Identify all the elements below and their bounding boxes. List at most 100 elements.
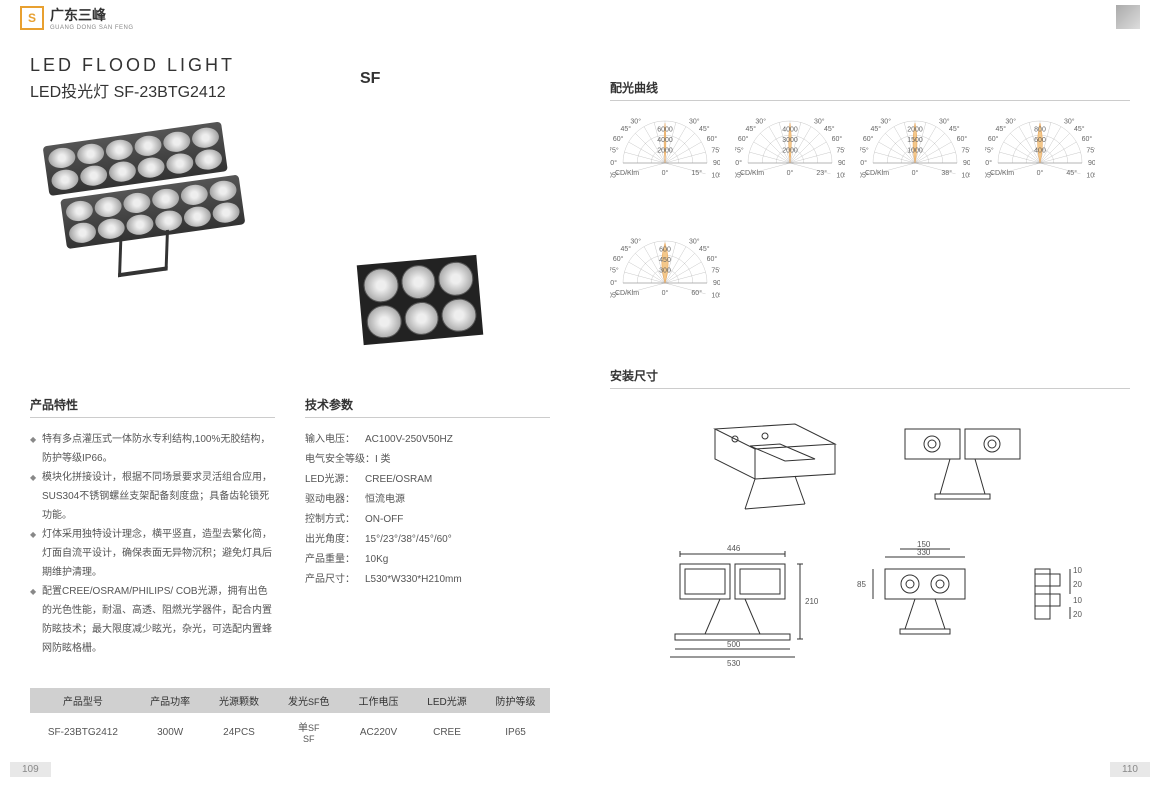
page-number-right: 110	[1110, 762, 1150, 777]
svg-text:600: 600	[659, 247, 671, 254]
svg-text:0°: 0°	[787, 169, 794, 177]
svg-text:45°: 45°	[699, 245, 710, 253]
table-header: 产品型号	[30, 688, 136, 713]
svg-text:0°: 0°	[662, 169, 669, 177]
brand-name-en: GUANG DONG SAN FENG	[50, 25, 134, 31]
technical-drawings: 446 210 500 530	[610, 409, 1130, 669]
table-cell: 24PCS	[205, 713, 274, 751]
svg-text:2000: 2000	[782, 148, 798, 155]
svg-text:60°: 60°	[863, 135, 874, 143]
svg-text:45°: 45°	[620, 245, 631, 253]
svg-text:446: 446	[727, 544, 741, 553]
left-page: S 广东三峰 GUANG DONG SAN FENG LED FLOOD LIG…	[0, 0, 580, 787]
svg-text:10: 10	[1073, 596, 1082, 605]
polar-chart: 105°105°90°90°75°75°60°60°45°45°30°30°10…	[860, 113, 970, 218]
svg-text:2000: 2000	[657, 148, 673, 155]
svg-text:75°: 75°	[961, 147, 970, 155]
svg-text:330: 330	[917, 548, 931, 557]
brand-logo: S 广东三峰 GUANG DONG SAN FENG	[20, 5, 134, 31]
title-english: LED FLOOD LIGHT	[30, 55, 550, 76]
svg-text:10: 10	[1073, 566, 1082, 575]
svg-text:6000: 6000	[657, 127, 673, 134]
svg-text:45°: 45°	[949, 125, 960, 133]
spec-item: 出光角度：15°/23°/38°/45°/60°	[305, 530, 550, 550]
svg-text:30°: 30°	[630, 237, 641, 245]
svg-text:45°: 45°	[699, 125, 710, 133]
drawing-front	[875, 409, 1055, 519]
table-cell: CREE	[413, 713, 481, 751]
svg-text:90°: 90°	[713, 159, 720, 167]
svg-text:90°: 90°	[963, 159, 970, 167]
spec-item: 控制方式：ON-OFF	[305, 510, 550, 530]
polar-chart: 105°105°90°90°75°75°60°60°45°45°30°30°40…	[985, 113, 1095, 218]
polar-chart: 105°105°90°90°75°75°60°60°45°45°30°30°20…	[610, 113, 720, 218]
svg-text:60°: 60°	[738, 135, 749, 143]
svg-text:0°: 0°	[1037, 169, 1044, 177]
drawing-perspective	[685, 409, 845, 519]
svg-text:20: 20	[1073, 580, 1082, 589]
table-cell: IP65	[481, 713, 550, 751]
svg-text:CD/Klm: CD/Klm	[615, 170, 639, 177]
svg-text:105°: 105°	[1086, 171, 1095, 179]
svg-text:90°: 90°	[610, 159, 617, 167]
feature-item: 特有多点灌压式一体防水专利结构,100%无胶结构，防护等级IP66。	[30, 430, 275, 468]
install-heading: 安装尺寸	[610, 363, 1130, 389]
svg-text:15°: 15°	[691, 169, 702, 177]
sf-mark: SF	[360, 70, 380, 88]
page-number-left: 109	[10, 762, 51, 777]
svg-text:105°: 105°	[711, 291, 720, 299]
table-header: 发光SF色	[273, 688, 344, 713]
spec-item: 产品尺寸：L530*W330*H210mm	[305, 570, 550, 590]
polar-chart: 105°105°90°90°75°75°60°60°45°45°30°30°30…	[610, 233, 720, 338]
svg-text:90°: 90°	[860, 159, 867, 167]
table-cell: AC220V	[344, 713, 413, 751]
svg-text:75°: 75°	[610, 147, 619, 155]
table-header: 防护等级	[481, 688, 550, 713]
polar-charts-grid: 105°105°90°90°75°75°60°60°45°45°30°30°20…	[610, 113, 1130, 338]
svg-text:60°: 60°	[613, 255, 624, 263]
svg-text:38°: 38°	[941, 169, 952, 177]
svg-text:90°: 90°	[713, 279, 720, 287]
svg-text:800: 800	[1034, 127, 1046, 134]
svg-text:30°: 30°	[939, 117, 950, 125]
svg-text:300: 300	[659, 268, 671, 275]
right-page: 配光曲线 105°105°90°90°75°75°60°60°45°45°30°…	[580, 0, 1160, 787]
svg-text:45°: 45°	[745, 125, 756, 133]
svg-text:0°: 0°	[662, 289, 669, 297]
svg-text:45°: 45°	[1066, 169, 1077, 177]
svg-text:1500: 1500	[907, 137, 923, 144]
svg-text:CD/Klm: CD/Klm	[615, 290, 639, 297]
svg-text:60°: 60°	[1082, 135, 1093, 143]
table-header: 产品功率	[136, 688, 205, 713]
drawing-front-dims: 446 210 500 530	[645, 539, 825, 669]
product-image	[50, 132, 310, 312]
svg-text:30°: 30°	[1064, 117, 1075, 125]
svg-text:60°: 60°	[988, 135, 999, 143]
svg-text:90°: 90°	[838, 159, 845, 167]
svg-text:105°: 105°	[961, 171, 970, 179]
spec-item: 产品重量：10Kg	[305, 550, 550, 570]
svg-text:45°: 45°	[870, 125, 881, 133]
svg-text:75°: 75°	[1086, 147, 1095, 155]
svg-text:90°: 90°	[985, 159, 992, 167]
svg-text:CD/Klm: CD/Klm	[865, 170, 889, 177]
svg-text:60°: 60°	[707, 255, 718, 263]
svg-text:23°: 23°	[816, 169, 827, 177]
svg-text:4000: 4000	[782, 127, 798, 134]
svg-text:150: 150	[917, 540, 931, 549]
feature-item: 灯体采用独特设计理念，横平竖直，造型去繁化简，灯面自流平设计，确保表面无异物沉积…	[30, 525, 275, 582]
spec-item: LED光源：CREE/OSRAM	[305, 470, 550, 490]
svg-text:30°: 30°	[689, 117, 700, 125]
table-header: 工作电压	[344, 688, 413, 713]
svg-text:85: 85	[857, 580, 866, 589]
svg-text:90°: 90°	[610, 279, 617, 287]
svg-text:60°: 60°	[957, 135, 968, 143]
svg-text:75°: 75°	[860, 147, 869, 155]
title-chinese: LED投光灯 SF-23BTG2412	[30, 78, 550, 102]
svg-text:75°: 75°	[735, 147, 744, 155]
spec-item: 驱动电器：恒流电源	[305, 490, 550, 510]
svg-text:500: 500	[727, 640, 741, 649]
logo-icon: S	[20, 6, 44, 30]
svg-text:45°: 45°	[995, 125, 1006, 133]
table-cell: SF-23BTG2412	[30, 713, 136, 751]
